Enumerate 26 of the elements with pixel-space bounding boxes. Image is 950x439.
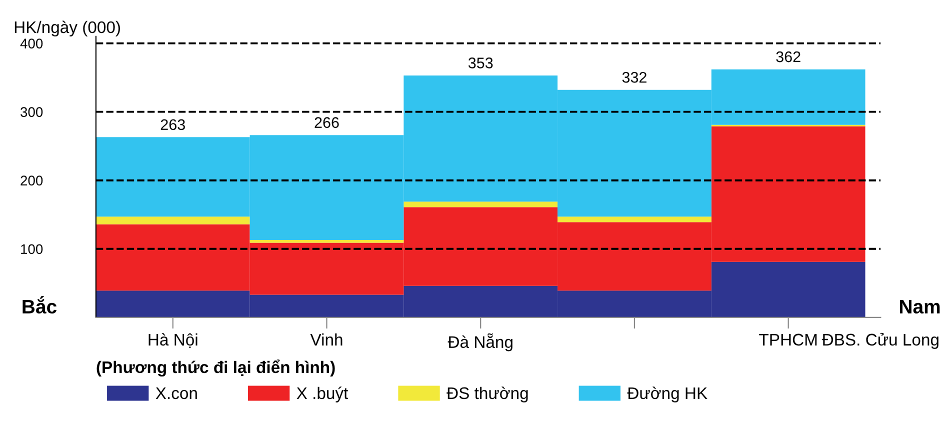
text: ĐBS. Cửu Long (822, 332, 938, 349)
total-label: 266 (314, 117, 339, 128)
x-tick-label: TPHCM (759, 334, 817, 346)
y-tick-label: 200 (20, 176, 43, 186)
total-label: 353 (468, 58, 493, 68)
text: Nam (900, 300, 940, 314)
y-tick-label: 300 (20, 107, 43, 117)
legend-label: Đường HK (627, 386, 708, 402)
total-label: 263 (160, 119, 185, 130)
bar (404, 202, 558, 208)
text: Bắc (22, 296, 57, 314)
x-tick-label: Đà Nẵng (448, 333, 512, 352)
x-tick-label: Hà Nội (148, 333, 198, 348)
bar (96, 216, 250, 224)
legend-label: X.con (156, 387, 197, 400)
legend-label: ĐS thường (446, 386, 528, 402)
legend-title: (Phương thức đi lại điển hình) (96, 360, 335, 377)
y-tick-label: 400 (20, 38, 43, 48)
total-label: 332 (622, 72, 646, 83)
y-axis-title: HK/ngày (000) (14, 20, 120, 36)
total-label: 362 (776, 51, 800, 62)
y-tick-label: 100 (21, 244, 43, 254)
bar (558, 216, 712, 222)
bar (250, 240, 404, 243)
legend-label: X .buýt (296, 386, 348, 402)
x-tick-label: Vinh (310, 333, 342, 346)
